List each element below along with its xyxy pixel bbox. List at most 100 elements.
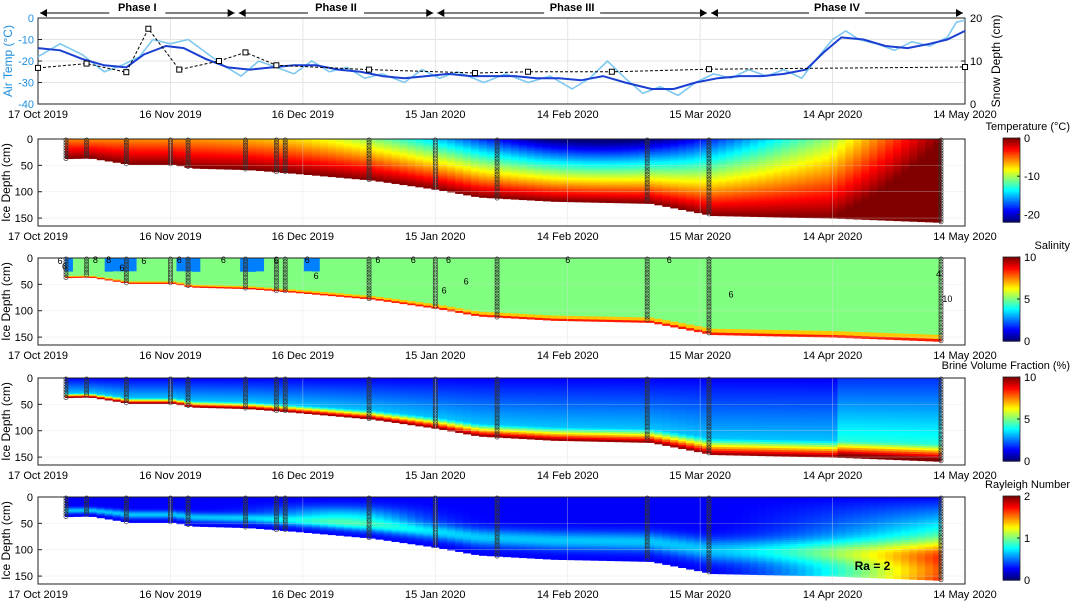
arrow-head-right <box>700 9 707 17</box>
heatmap-cell <box>806 216 815 219</box>
heatmap-cell <box>479 196 488 198</box>
heatmap-cell <box>551 200 560 202</box>
heatmap-cell <box>766 215 775 218</box>
arrow-head-right <box>228 9 235 17</box>
heatmap-cell <box>439 189 448 191</box>
heatmap-cell <box>662 205 671 207</box>
heatmap-panel-2 <box>64 257 943 343</box>
heatmap-cell <box>97 278 106 279</box>
y-tick-label: 0 <box>28 13 34 25</box>
x-tick-label: 14 Feb 2020 <box>537 231 599 243</box>
heatmap-cell <box>105 160 114 161</box>
heatmap-cell <box>837 216 846 219</box>
heatmap-cell <box>232 168 241 169</box>
heatmap-cell <box>73 158 82 159</box>
heatmap-cell <box>145 164 154 165</box>
heatmap-cell <box>734 214 743 217</box>
heatmap-cell <box>654 203 663 205</box>
phase-label: Phase I <box>118 2 157 14</box>
y-tick-label: -10 <box>18 35 34 47</box>
heatmap-cell <box>750 214 759 217</box>
arrow-head-left <box>437 9 444 17</box>
snow-depth-point <box>525 69 530 74</box>
phase-label: Phase IV <box>814 2 861 14</box>
heatmap-cell <box>153 164 162 165</box>
x-tick-label: 14 Apr 2020 <box>803 109 862 121</box>
heatmap-cell <box>328 176 337 178</box>
heatmap-cell <box>336 176 345 178</box>
heatmap-cell <box>320 175 329 177</box>
heatmap-cell <box>105 279 114 280</box>
y-tick-label: -20 <box>18 56 34 68</box>
y-axis-label: Ice Depth (cm) <box>0 143 13 222</box>
heatmap-cell <box>591 201 600 203</box>
heatmap-cell <box>893 218 902 221</box>
heatmap-cell <box>376 180 385 182</box>
heatmap-cell <box>519 198 528 200</box>
arrow-head-left <box>239 9 246 17</box>
arrow-head-right <box>956 9 963 17</box>
y2-tick-label: 20 <box>970 13 982 25</box>
heatmap-cell <box>575 200 584 202</box>
heatmap-panel-1 <box>64 138 943 224</box>
heatmap-cell <box>384 181 393 183</box>
arrow-head-left <box>40 9 47 17</box>
heatmap-cell <box>97 159 106 160</box>
heatmap-cell <box>527 198 536 200</box>
heatmap-cell <box>782 215 791 218</box>
y-tick-label: 100 <box>15 187 33 199</box>
heatmap-cell <box>798 215 807 218</box>
y-tick-label: 150 <box>15 213 33 225</box>
heatmap-cell <box>630 201 639 203</box>
heatmap-cell <box>248 169 257 170</box>
snow-depth-point <box>124 70 129 75</box>
heatmap-cell <box>694 211 703 213</box>
heatmap-cell <box>758 215 767 218</box>
heatmap-cell <box>224 168 233 169</box>
series-line-air-temp-raw <box>38 20 965 95</box>
heatmap-cell <box>607 201 616 203</box>
x-tick-label: 17 Oct 2019 <box>8 231 68 243</box>
snow-depth-point <box>274 63 279 68</box>
snow-depth-point <box>473 71 478 76</box>
heatmap-cell <box>670 206 679 208</box>
heatmap-cell <box>344 177 353 179</box>
heatmap-cell <box>599 201 608 203</box>
heatmap-cell <box>678 208 687 210</box>
snow-depth-point <box>177 67 182 72</box>
y2-axis-label: Snow Depth (cm) <box>989 15 1003 108</box>
heatmap-cell <box>399 183 408 185</box>
heatmap-cell <box>288 172 297 173</box>
heatmap-cell <box>774 215 783 218</box>
heatmap-cell <box>726 214 735 217</box>
heatmap-cell <box>423 187 432 189</box>
y2-tick-label: 10 <box>970 56 982 68</box>
phase-label: Phase III <box>550 2 595 14</box>
heatmap-cell <box>264 170 273 171</box>
heatmap-cell <box>622 201 631 203</box>
x-tick-label: 16 Nov 2019 <box>139 231 201 243</box>
heatmap-cell <box>885 218 894 221</box>
snow-depth-point <box>706 67 711 72</box>
heatmap-cell <box>901 219 910 222</box>
x-tick-label: 15 Jan 2020 <box>405 231 466 243</box>
snow-depth-point <box>609 69 614 74</box>
arrow-head-left <box>711 9 718 17</box>
heatmap-cell <box>200 168 209 169</box>
heatmap-cell <box>392 182 401 184</box>
heatmap-cell <box>73 277 82 278</box>
snow-depth-point <box>36 65 41 70</box>
heatmap-cell <box>583 200 592 202</box>
x-tick-label: 15 Mar 2020 <box>669 109 731 121</box>
heatmap-cell <box>415 186 424 188</box>
heatmap-cell <box>909 219 918 222</box>
snow-depth-point <box>367 67 372 72</box>
heatmap-cell <box>352 178 361 180</box>
heatmap-cell <box>312 174 321 176</box>
heatmap-cell <box>89 158 98 159</box>
heatmap-cell <box>718 214 727 217</box>
heatmap-cell <box>161 164 170 165</box>
heatmap-cell <box>407 184 416 186</box>
